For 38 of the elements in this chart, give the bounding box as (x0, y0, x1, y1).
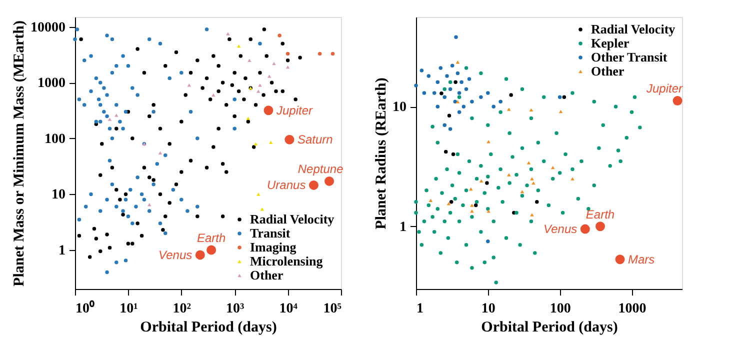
annotation: Venus (544, 222, 578, 236)
annotation: Uranus (267, 178, 306, 192)
y-axis-title: Planet Mass or Minimum Mass (MEarth) (12, 20, 28, 286)
legend-label: Transit (250, 226, 291, 240)
legend-label: Radial Velocity (250, 212, 335, 226)
x-tick-label: 10³ (226, 302, 244, 316)
x-tick-label: 100 (550, 302, 571, 316)
legend-label: Other Transit (591, 50, 668, 64)
x-axis-title: Orbital Period (days) (140, 320, 277, 336)
y-tick-label: 100 (44, 132, 66, 147)
legend-label: Kepler (591, 36, 630, 50)
legend-label: Other (591, 64, 624, 78)
annotation: Venus (158, 248, 192, 262)
x-tick-label: 10⁰ (76, 300, 94, 316)
x-tick-label: 10² (172, 302, 191, 316)
legend-label: Radial Velocity (591, 22, 676, 36)
annotation: Neptune (298, 162, 344, 176)
legend-label: Imaging (250, 240, 297, 254)
y-tick-label: 10000 (30, 20, 66, 36)
annotation: Earth (196, 231, 226, 245)
legend-label: Other (250, 268, 284, 282)
x-tick-label: 1 (416, 302, 424, 316)
annotation: Saturn (297, 132, 334, 147)
y-tick-label: 1 (58, 244, 66, 258)
y-tick-label: 10 (52, 188, 66, 203)
y-axis-title: Planet Radius (REarth) (374, 78, 390, 230)
annotation: Earth (586, 207, 615, 222)
x-tick-label: 10 (481, 302, 496, 316)
annotation: Jupiter (645, 82, 684, 96)
x-tick-label: 10¹ (120, 302, 138, 316)
y-tick-label: 1000 (38, 76, 66, 92)
x-axis-title: Orbital Period (days) (481, 320, 618, 336)
legend-label: Microlensing (250, 254, 324, 268)
annotation: Mars (628, 252, 655, 266)
x-tick-label: 1000 (618, 302, 646, 316)
x-tick-label: 10⁴ (279, 302, 298, 316)
annotation: Jupiter (275, 103, 314, 118)
x-tick-label: 10⁵ (323, 302, 342, 316)
